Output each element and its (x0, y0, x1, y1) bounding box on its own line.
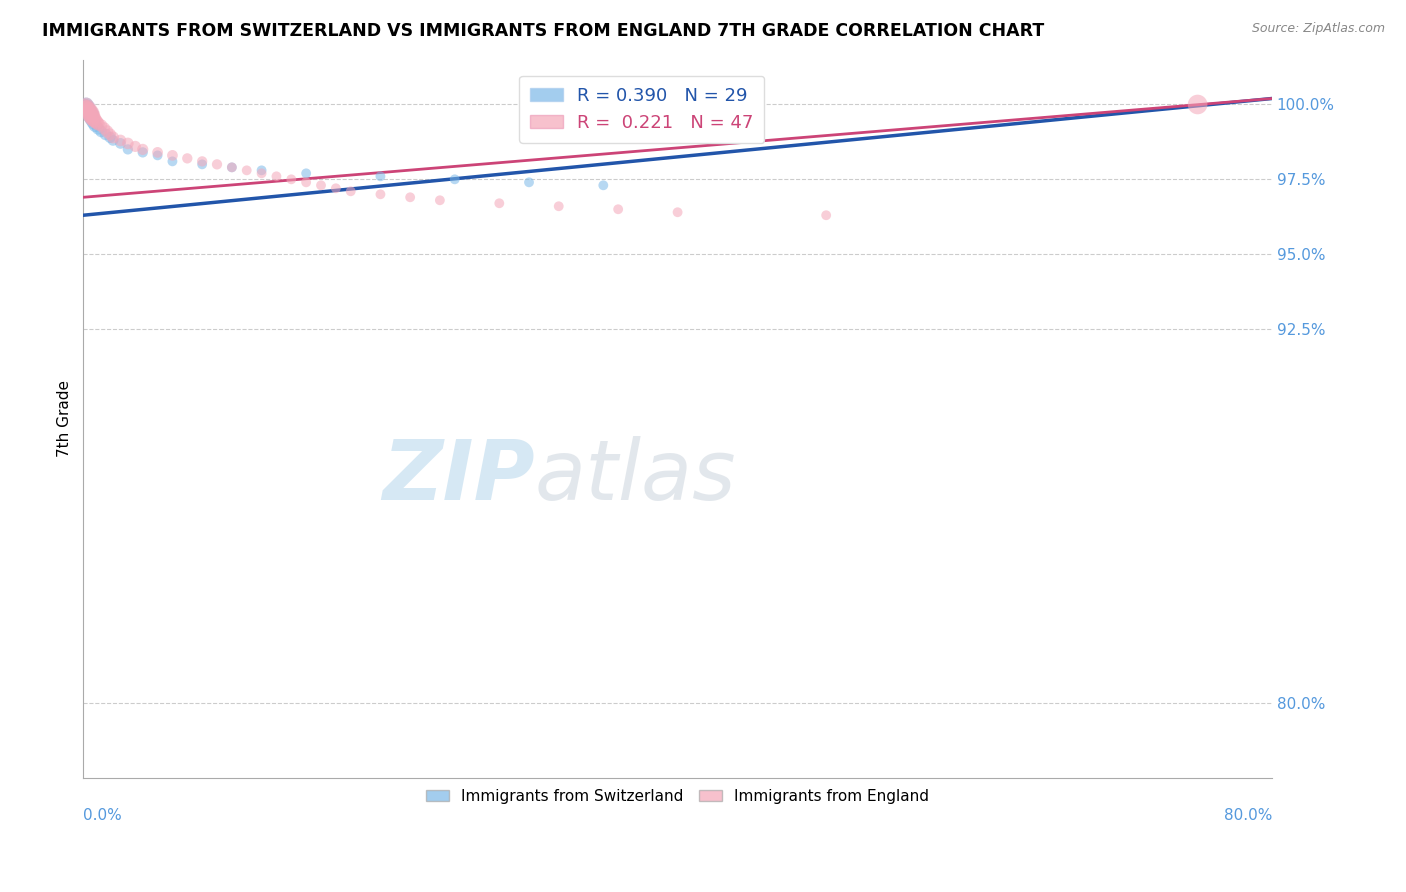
Point (132, 142, 155, 156)
Point (110, 136, 132, 151)
Point (325, 181, 347, 195)
Point (101, 133, 124, 147)
Y-axis label: 7th Grade: 7th Grade (58, 380, 72, 458)
Text: IMMIGRANTS FROM SWITZERLAND VS IMMIGRANTS FROM ENGLAND 7TH GRADE CORRELATION CHA: IMMIGRANTS FROM SWITZERLAND VS IMMIGRANT… (42, 22, 1045, 40)
Point (87, 117, 110, 131)
Point (370, 187, 392, 202)
Point (77, 103, 100, 118)
Point (75, 99, 97, 113)
Point (309, 178, 332, 193)
Point (132, 145, 155, 160)
Text: 0.0%: 0.0% (83, 808, 122, 823)
Point (101, 130, 124, 145)
Point (429, 194, 451, 208)
Point (98, 128, 121, 142)
Point (295, 166, 318, 180)
Point (82, 110, 104, 124)
Point (221, 161, 243, 175)
Point (110, 133, 132, 147)
Point (117, 136, 139, 151)
Point (90, 119, 112, 133)
Point (82, 112, 104, 127)
Point (80, 108, 103, 122)
Point (443, 172, 465, 186)
Point (96, 124, 118, 138)
Point (73, 98, 96, 112)
Point (235, 163, 257, 178)
Point (75, 100, 97, 114)
Point (84, 119, 107, 133)
Point (370, 169, 392, 184)
Point (607, 202, 630, 217)
Point (76, 102, 98, 116)
Legend: Immigrants from Switzerland, Immigrants from England: Immigrants from Switzerland, Immigrants … (420, 782, 935, 810)
Text: Source: ZipAtlas.com: Source: ZipAtlas.com (1251, 22, 1385, 36)
Text: 80.0%: 80.0% (1223, 808, 1272, 823)
Point (547, 199, 569, 213)
Point (205, 157, 228, 171)
Point (77, 105, 100, 120)
Point (399, 190, 422, 204)
Text: atlas: atlas (534, 435, 737, 516)
Point (83, 115, 105, 129)
Text: ZIP: ZIP (382, 435, 534, 516)
Point (146, 148, 169, 162)
Point (339, 184, 361, 198)
Point (666, 205, 689, 219)
Point (191, 154, 214, 169)
Point (815, 208, 838, 222)
Point (1187, 97, 1209, 112)
Point (73, 98, 96, 112)
Point (488, 196, 510, 211)
Point (146, 145, 169, 160)
Point (517, 175, 540, 189)
Point (250, 166, 273, 180)
Point (176, 152, 198, 166)
Point (76, 101, 98, 115)
Point (266, 169, 288, 184)
Point (76, 101, 98, 115)
Point (75, 97, 97, 112)
Point (98, 130, 121, 145)
Point (162, 154, 184, 169)
Point (80, 106, 103, 120)
Point (117, 142, 139, 156)
Point (295, 175, 318, 189)
Point (80, 106, 103, 120)
Point (82, 111, 104, 125)
Point (124, 139, 146, 153)
Point (86, 115, 108, 129)
Point (75, 97, 97, 112)
Point (221, 161, 243, 175)
Point (80, 110, 103, 124)
Point (90, 124, 112, 138)
Point (87, 121, 110, 136)
Point (94, 128, 117, 142)
Point (592, 178, 614, 193)
Point (93, 121, 115, 136)
Point (191, 157, 214, 171)
Point (83, 112, 105, 127)
Point (280, 172, 302, 186)
Point (162, 148, 184, 162)
Point (250, 163, 273, 178)
Point (84, 114, 107, 128)
Point (77, 103, 100, 118)
Point (76, 102, 98, 116)
